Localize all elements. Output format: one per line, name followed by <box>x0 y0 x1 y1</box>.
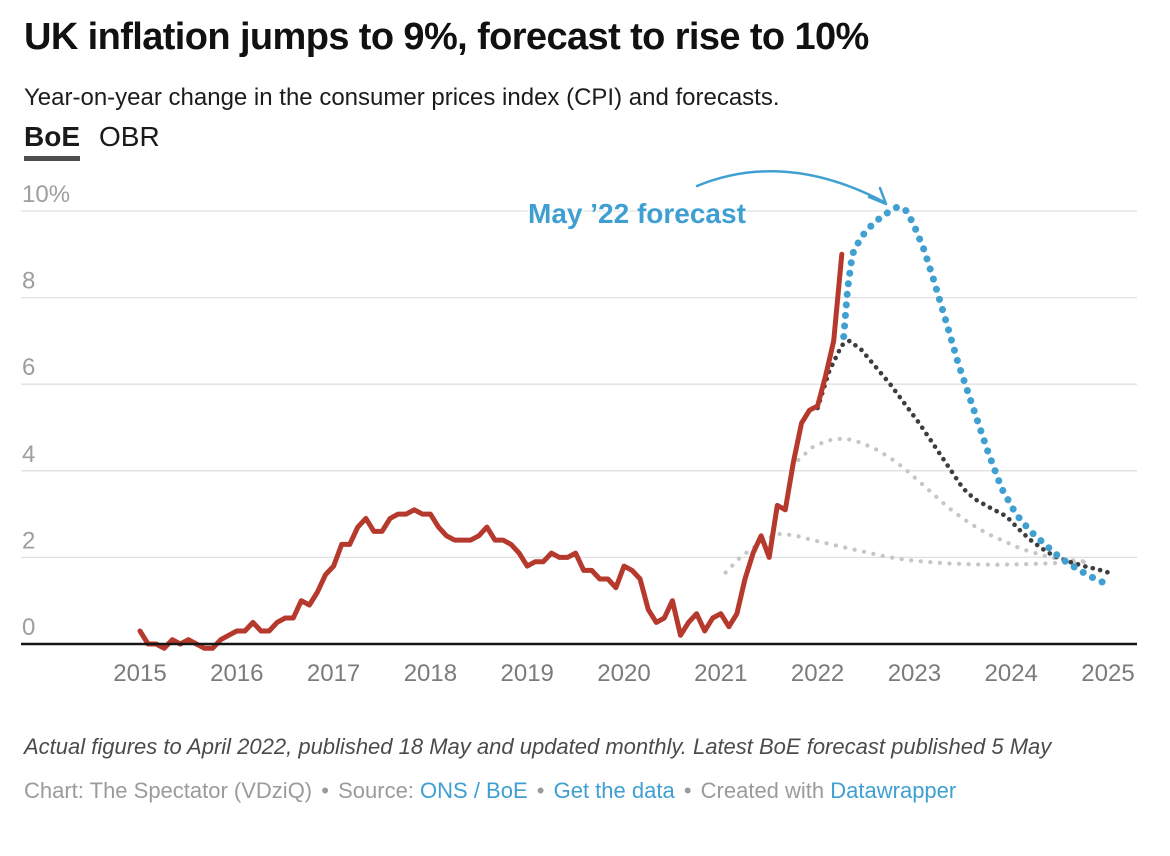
x-tick-label: 2024 <box>985 660 1038 687</box>
tab-boe[interactable]: BoE <box>24 121 80 161</box>
credit-separator: • <box>536 778 545 803</box>
tab-boe-label: BoE <box>24 121 80 152</box>
series-forecast-dark <box>815 338 1116 577</box>
x-tick-label: 2019 <box>501 660 554 687</box>
page-title: UK inflation jumps to 9%, forecast to ri… <box>24 16 869 58</box>
x-tick-label: 2018 <box>404 660 457 687</box>
y-tick-label: 10% <box>22 181 70 208</box>
x-tick-label: 2015 <box>113 660 166 687</box>
y-tick-label: 4 <box>22 441 35 468</box>
annotation-arrow-head <box>867 186 888 206</box>
datawrapper-link[interactable]: Datawrapper <box>830 778 957 803</box>
chart-subtitle: Year-on-year change in the consumer pric… <box>24 84 780 111</box>
source-link[interactable]: ONS / BoE <box>420 778 528 803</box>
credit-byline: Chart: The Spectator (VDziQ) <box>24 778 313 803</box>
source-label: Source: <box>338 778 414 803</box>
x-tick-label: 2025 <box>1081 660 1134 687</box>
x-tick-label: 2020 <box>597 660 650 687</box>
series-forecast-may22 <box>840 203 1115 589</box>
y-tick-label: 2 <box>22 527 35 554</box>
tab-obr[interactable]: OBR <box>99 121 160 161</box>
x-tick-label: 2021 <box>694 660 747 687</box>
series-cpi-actual <box>137 251 845 651</box>
y-tick-label: 0 <box>22 614 35 641</box>
tab-obr-label: OBR <box>99 121 160 152</box>
x-tick-label: 2016 <box>210 660 263 687</box>
y-tick-label: 6 <box>22 354 35 381</box>
x-tick-label: 2023 <box>888 660 941 687</box>
series-forecast-gray-high <box>796 436 1093 564</box>
credit-separator: • <box>321 778 329 803</box>
active-tab-indicator <box>24 156 80 161</box>
y-tick-label: 8 <box>22 268 35 295</box>
x-tick-label: 2022 <box>791 660 844 687</box>
forecast-source-tabs: BoE OBR <box>24 121 160 161</box>
series-forecast-gray-low <box>723 531 1093 575</box>
chart-footnote: Actual figures to April 2022, published … <box>24 734 1052 759</box>
created-with-label: Created with <box>700 778 825 803</box>
credit-separator: • <box>683 778 692 803</box>
may22-forecast-label: May ’22 forecast <box>528 198 746 229</box>
x-tick-label: 2017 <box>307 660 360 687</box>
get-data-link[interactable]: Get the data <box>553 778 675 803</box>
chart-credits: Chart: The Spectator (VDziQ) • Source: O… <box>24 778 956 804</box>
